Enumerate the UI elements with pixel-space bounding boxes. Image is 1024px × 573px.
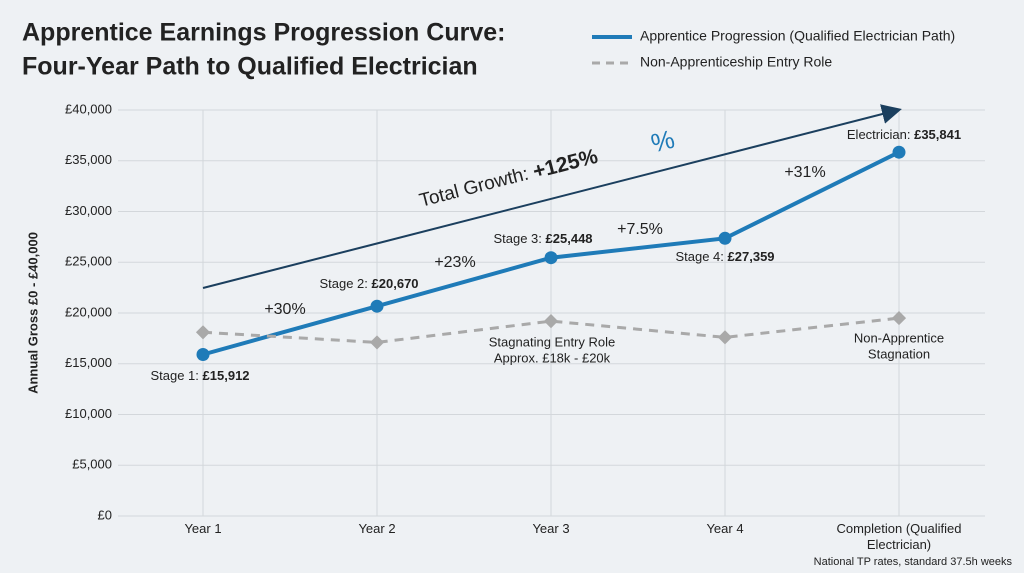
data-label: Stage 1: £15,912 bbox=[150, 368, 249, 383]
y-tick-label: £25,000 bbox=[65, 254, 112, 269]
y-axis-label: Annual Gross £0 - £40,000 bbox=[25, 232, 40, 394]
growth-label: +31% bbox=[784, 164, 825, 181]
annotation: Stagnating Entry Role bbox=[489, 334, 615, 349]
y-tick-label: £10,000 bbox=[65, 406, 112, 421]
data-label: Electrician: £35,841 bbox=[847, 127, 961, 142]
y-tick-label: £15,000 bbox=[65, 355, 112, 370]
total-growth-text: Total Growth: bbox=[417, 164, 531, 212]
marker bbox=[891, 311, 907, 326]
marker bbox=[543, 314, 559, 329]
chart-title: Apprentice Earnings Progression Curve: bbox=[22, 19, 505, 47]
x-tick-label: Year 3 bbox=[532, 521, 570, 536]
data-label-stage: Stage 2: bbox=[319, 276, 367, 291]
growth-label: +7.5% bbox=[617, 221, 663, 238]
chart-title: Four-Year Path to Qualified Electrician bbox=[22, 53, 478, 81]
x-tick-label: Year 2 bbox=[358, 521, 396, 536]
x-tick-label: Year 4 bbox=[706, 521, 744, 536]
marker bbox=[892, 145, 906, 159]
marker bbox=[718, 231, 732, 245]
data-label: Stage 4: £27,359 bbox=[675, 249, 774, 264]
annotation: Approx. £18k - £20k bbox=[494, 350, 611, 365]
total-growth: Total Growth: +125% bbox=[417, 144, 600, 212]
marker bbox=[369, 335, 385, 350]
data-label-value: £35,841 bbox=[914, 127, 961, 142]
trend-arrow bbox=[202, 104, 902, 289]
data-label-value: £27,359 bbox=[728, 249, 775, 264]
growth-label: +23% bbox=[434, 254, 475, 271]
y-tick-label: £0 bbox=[98, 507, 112, 522]
series-line bbox=[202, 316, 900, 344]
data-label-stage: Stage 4: bbox=[675, 249, 723, 264]
data-label: Stage 2: £20,670 bbox=[319, 276, 418, 291]
legend-label: Non-Apprenticeship Entry Role bbox=[640, 54, 832, 70]
x-tick-label: Completion (Qualified Electrician) bbox=[836, 521, 962, 552]
growth-label: +30% bbox=[264, 301, 305, 318]
marker bbox=[717, 330, 733, 345]
legend-label: Apprentice Progression (Qualified Electr… bbox=[640, 28, 955, 44]
data-label-value: £20,670 bbox=[372, 276, 419, 291]
data-label: Stage 3: £25,448 bbox=[493, 231, 592, 246]
data-label-stage: Stage 1: bbox=[150, 368, 198, 383]
y-tick-label: £5,000 bbox=[72, 457, 112, 472]
y-tick-label: £40,000 bbox=[65, 101, 112, 116]
data-label-stage: Stage 3: bbox=[493, 231, 541, 246]
growth-icon: % bbox=[648, 124, 678, 159]
marker bbox=[195, 325, 211, 340]
marker bbox=[544, 251, 558, 265]
marker bbox=[196, 347, 210, 361]
data-label-value: £25,448 bbox=[546, 231, 593, 246]
y-tick-label: £35,000 bbox=[65, 152, 112, 167]
y-tick-label: £30,000 bbox=[65, 203, 112, 218]
annotation: Non-Apprentice bbox=[854, 330, 944, 345]
data-label-value: £15,912 bbox=[203, 368, 250, 383]
total-growth-value: +125% bbox=[530, 144, 600, 183]
y-tick-label: £20,000 bbox=[65, 304, 112, 319]
footnote: National TP rates, standard 37.5h weeks bbox=[814, 556, 1013, 568]
annotation: Stagnation bbox=[868, 346, 930, 361]
marker bbox=[370, 299, 384, 313]
data-label-stage: Electrician: bbox=[847, 127, 911, 142]
x-tick-label: Year 1 bbox=[184, 521, 222, 536]
